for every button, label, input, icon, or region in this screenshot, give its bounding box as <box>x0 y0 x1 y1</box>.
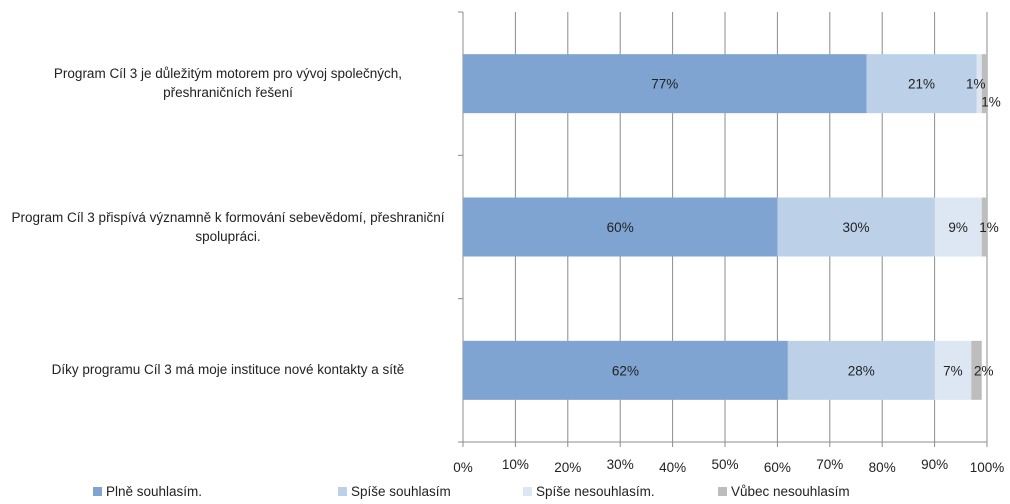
data-label: 60% <box>607 220 634 235</box>
bar-segment <box>934 340 972 400</box>
bar-segment <box>463 340 788 400</box>
data-label: 77% <box>651 77 678 92</box>
data-label: 21% <box>908 77 935 92</box>
x-tick-label: 10% <box>502 457 529 472</box>
legend-item-spise-nesouhlasim: Spíše nesouhlasím. <box>523 484 655 499</box>
bar-segment <box>787 340 935 400</box>
x-tick-label: 100% <box>970 460 1005 475</box>
bar-segment <box>934 197 982 257</box>
legend-swatch <box>523 487 532 496</box>
category-label-2: Program Cíl 3 přispívá významně k formov… <box>11 210 445 244</box>
x-tick-label: 30% <box>607 457 634 472</box>
data-label: 62% <box>612 363 639 378</box>
bar-segment <box>981 54 987 114</box>
legend-item-plne-souhlasim: Plně souhlasím. <box>93 484 202 499</box>
x-tick-label: 40% <box>659 460 686 475</box>
x-tick-label: 80% <box>869 460 896 475</box>
bar-segment <box>971 340 982 400</box>
legend-swatch <box>93 487 102 496</box>
legend-swatch <box>338 487 347 496</box>
bar-segment <box>976 54 982 114</box>
data-label: 1% <box>981 95 1001 110</box>
data-label: 28% <box>848 363 875 378</box>
data-label: 9% <box>948 220 968 235</box>
data-label: 30% <box>842 220 869 235</box>
x-tick-labels: 0% 10% 20% 30% 40% 50% 60% 70% 80% 90% 100% <box>453 457 1004 475</box>
bar-segment <box>866 54 977 114</box>
legend-swatch <box>718 487 727 496</box>
data-label: 1% <box>979 220 999 235</box>
category-label-1: Program Cíl 3 je důležitým motorem pro v… <box>53 66 403 100</box>
x-tick-label: 50% <box>711 457 738 472</box>
legend-label: Spíše souhlasím <box>351 484 451 499</box>
data-label: 2% <box>974 363 994 378</box>
bars <box>463 54 987 400</box>
bar-segment <box>981 197 987 257</box>
legend: Plně souhlasím. Spíše souhlasím Spíše ne… <box>0 484 1010 504</box>
legend-item-vubec-nesouhlasim: Vůbec nesouhlasím <box>718 484 850 499</box>
legend-label: Vůbec nesouhlasím <box>731 484 850 499</box>
data-labels: 77% 21% 1% 1% 60% 30% 9% 1% 62% 28% 7% 2% <box>607 77 1001 379</box>
x-tick-label: 60% <box>764 460 791 475</box>
category-label-3: Díky programu Cíl 3 má moje instituce no… <box>51 362 405 377</box>
data-label: 7% <box>943 363 963 378</box>
legend-item-spise-souhlasim: Spíše souhlasím <box>338 484 451 499</box>
stacked-bar-chart: 77% 21% 1% 1% 60% 30% 9% 1% 62% 28% 7% 2% 0% 10% 20% 3… <box>453 11 1004 475</box>
bar-segment <box>463 54 867 114</box>
x-tick-label: 20% <box>554 460 581 475</box>
bar-segment <box>777 197 935 257</box>
legend-label: Plně souhlasím. <box>106 484 203 499</box>
x-tick-label: 0% <box>453 460 473 475</box>
legend-label: Spíše nesouhlasím. <box>536 484 655 499</box>
x-tick-label: 90% <box>921 457 948 472</box>
x-tick-label: 70% <box>816 457 843 472</box>
data-label: 1% <box>966 77 986 92</box>
bar-segment <box>463 197 778 257</box>
